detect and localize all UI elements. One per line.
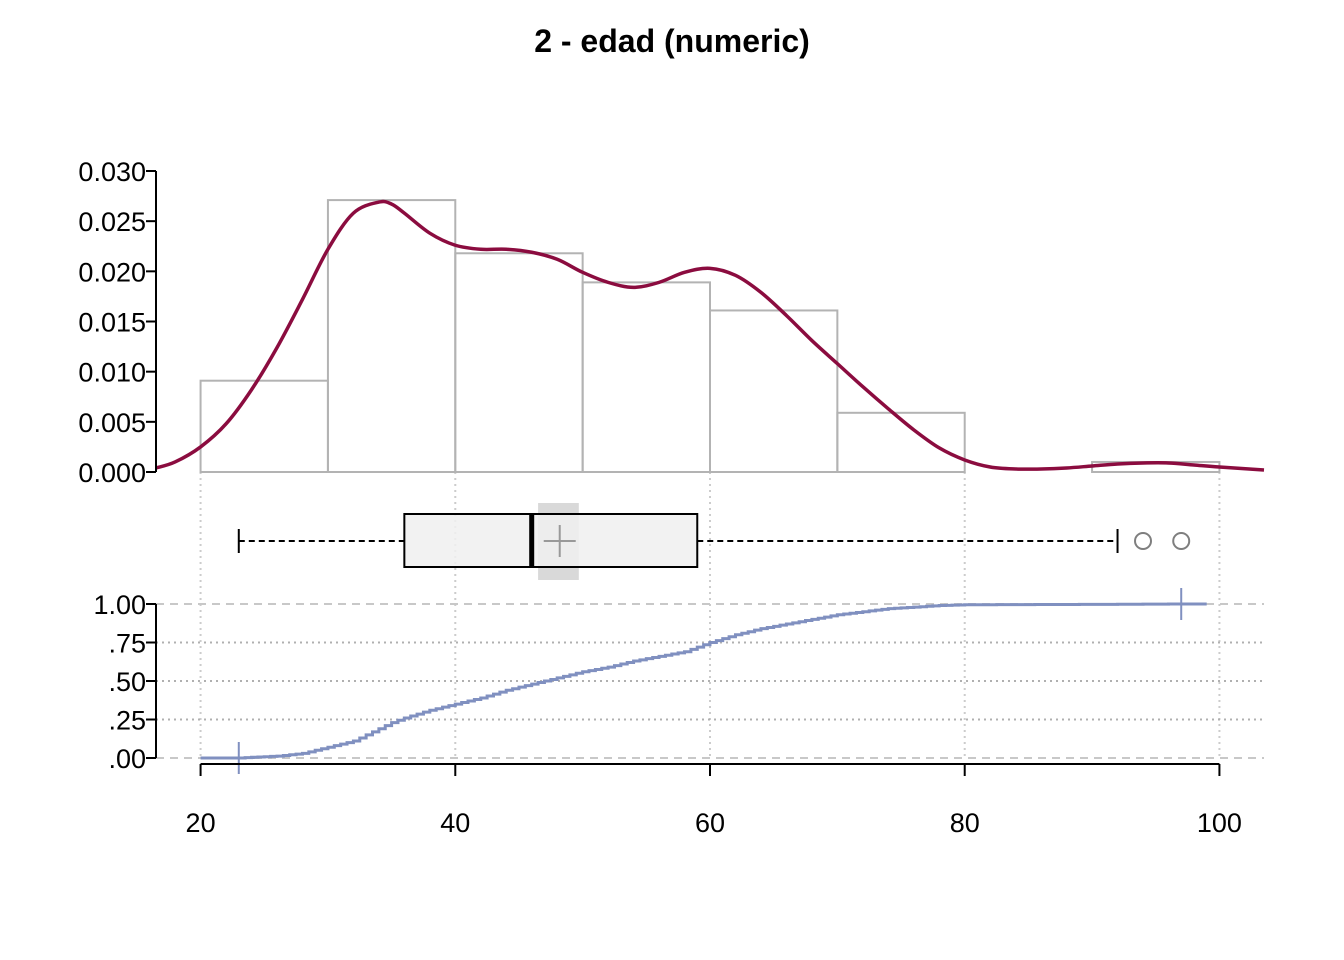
ecdf-y-tick-label: .25 [108, 706, 146, 736]
ecdf-y-axis: .00 .25 .50 .75 1.00 [93, 590, 156, 774]
histogram-bar [328, 200, 455, 472]
boxplot [239, 503, 1189, 580]
x-tick-label: 80 [950, 808, 980, 838]
vertical-gridlines [201, 472, 1220, 758]
x-tick-label: 60 [695, 808, 725, 838]
histogram-y-tick-label: 0.025 [78, 207, 146, 237]
histogram-bar [455, 253, 582, 472]
ecdf [156, 588, 1264, 774]
histogram-y-tick-label: 0.015 [78, 308, 146, 338]
outlier-point [1135, 533, 1151, 549]
histogram-bar [710, 310, 837, 472]
ecdf-y-tick-label: .00 [108, 744, 146, 774]
x-tick-label: 20 [186, 808, 216, 838]
outlier-point [1173, 533, 1189, 549]
chart-title: 2 - edad (numeric) [534, 23, 810, 59]
x-axis: 20 40 60 80 100 [186, 764, 1242, 838]
histogram-bar [201, 381, 328, 472]
x-tick-label: 100 [1197, 808, 1242, 838]
histogram-y-axis: 0.000 0.005 0.010 0.015 0.020 0.025 0.030 [78, 157, 156, 488]
histogram-bar [583, 282, 710, 472]
histogram-y-tick-label: 0.000 [78, 458, 146, 488]
histogram-y-tick-label: 0.020 [78, 257, 146, 287]
histogram-y-tick-label: 0.010 [78, 358, 146, 388]
histogram [201, 200, 1220, 472]
histogram-y-tick-label: 0.030 [78, 157, 146, 187]
ecdf-y-tick-label: .50 [108, 667, 146, 697]
ecdf-y-tick-label: .75 [108, 629, 146, 659]
ecdf-y-tick-label: 1.00 [93, 590, 146, 620]
x-tick-label: 40 [440, 808, 470, 838]
histogram-y-tick-label: 0.005 [78, 408, 146, 438]
